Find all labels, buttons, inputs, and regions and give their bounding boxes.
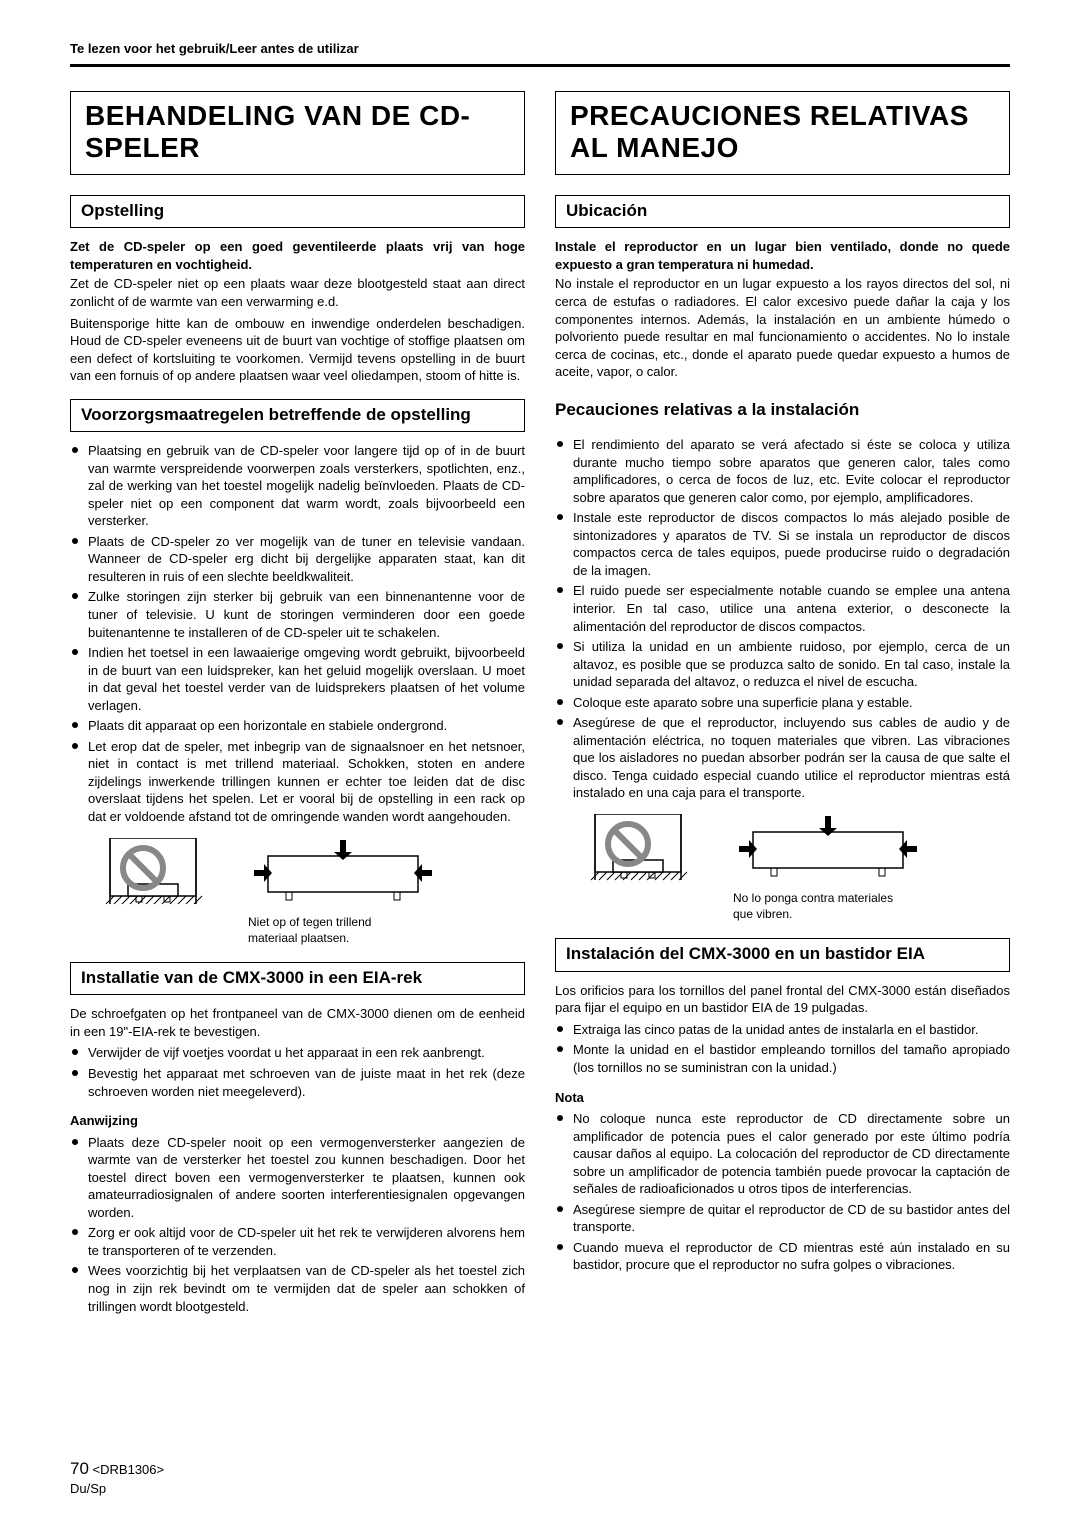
right-diagram-caption: No lo ponga contra materiales que vibren… xyxy=(733,890,903,922)
left-column: BEHANDELING VAN DE CD-SPELER Opstelling … xyxy=(70,91,525,1328)
list-item: Plaats dit apparaat op een horizontale e… xyxy=(70,717,525,735)
diagram-correct-icon: No lo ponga contra materiales que vibren… xyxy=(733,814,923,922)
right-s3-list2: No coloque nunca este reproductor de CD … xyxy=(555,1110,1010,1274)
list-item: Si utiliza la unidad en un ambiente ruid… xyxy=(555,638,1010,691)
left-s1-title: Opstelling xyxy=(81,201,514,221)
list-item: Verwijder de vijf voetjes voordat u het … xyxy=(70,1044,525,1062)
right-s1-box: Ubicación xyxy=(555,195,1010,228)
page-header: Te lezen voor het gebruik/Leer antes de … xyxy=(70,40,1010,67)
list-item: Plaatsing en gebruik van de CD-speler vo… xyxy=(70,442,525,530)
left-s2-title: Voorzorgsmaatregelen betreffende de opst… xyxy=(81,405,514,425)
right-column: PRECAUCIONES RELATIVAS AL MANEJO Ubicaci… xyxy=(555,91,1010,1328)
list-item: Asegúrese de que el reproductor, incluye… xyxy=(555,714,1010,802)
right-s1-title: Ubicación xyxy=(566,201,999,221)
right-s2-box: Pecauciones relativas a la instalación xyxy=(555,395,1010,426)
right-main-title: PRECAUCIONES RELATIVAS AL MANEJO xyxy=(570,100,995,164)
left-main-title: BEHANDELING VAN DE CD-SPELER xyxy=(85,100,510,164)
left-s3-title: Installatie van de CMX-3000 in een EIA-r… xyxy=(81,968,514,988)
left-s1-p1: Zet de CD-speler niet op een plaats waar… xyxy=(70,275,525,310)
right-s3-sub: Nota xyxy=(555,1089,1010,1107)
right-s3-p1: Los orificios para los tornillos del pan… xyxy=(555,982,1010,1017)
list-item: Plaats deze CD-speler nooit op een vermo… xyxy=(70,1134,525,1222)
list-item: Instale este reproductor de discos compa… xyxy=(555,509,1010,579)
list-item: Extraiga las cinco patas de la unidad an… xyxy=(555,1021,1010,1039)
left-diagram-row: Niet op of tegen trillend materiaal plaa… xyxy=(88,838,525,946)
left-title-box: BEHANDELING VAN DE CD-SPELER xyxy=(70,91,525,175)
left-s1-bold: Zet de CD-speler op een goed geventileer… xyxy=(70,238,525,273)
list-item: Bevestig het apparaat met schroeven van … xyxy=(70,1065,525,1100)
right-s3-list1: Extraiga las cinco patas de la unidad an… xyxy=(555,1021,1010,1077)
right-title-box: PRECAUCIONES RELATIVAS AL MANEJO xyxy=(555,91,1010,175)
right-diagram-row: No lo ponga contra materiales que vibren… xyxy=(573,814,1010,922)
list-item: Plaats de CD-speler zo ver mogelijk van … xyxy=(70,533,525,586)
two-column-layout: BEHANDELING VAN DE CD-SPELER Opstelling … xyxy=(70,91,1010,1328)
list-item: Cuando mueva el reproductor de CD mientr… xyxy=(555,1239,1010,1274)
right-s1-p1: No instale el reproductor en un lugar ex… xyxy=(555,275,1010,380)
list-item: El rendimiento del aparato se verá afect… xyxy=(555,436,1010,506)
diagram-prohibited-icon xyxy=(88,838,218,908)
list-item: Monte la unidad en el bastidor empleando… xyxy=(555,1041,1010,1076)
page-number: 70 xyxy=(70,1459,89,1478)
left-s3-list2: Plaats deze CD-speler nooit op een vermo… xyxy=(70,1134,525,1315)
lang-code: Du/Sp xyxy=(70,1481,106,1496)
left-s2-list: Plaatsing en gebruik van de CD-speler vo… xyxy=(70,442,525,825)
right-s3-box: Instalación del CMX-3000 en un bastidor … xyxy=(555,938,1010,971)
list-item: Let erop dat de speler, met inbegrip van… xyxy=(70,738,525,826)
list-item: Wees voorzichtig bij het verplaatsen van… xyxy=(70,1262,525,1315)
right-s3-title: Instalación del CMX-3000 en un bastidor … xyxy=(566,944,999,964)
diagram-correct-icon: Niet op of tegen trillend materiaal plaa… xyxy=(248,838,438,946)
right-s2-title: Pecauciones relativas a la instalación xyxy=(555,400,1010,420)
list-item: Indien het toetsel in een lawaaierige om… xyxy=(70,644,525,714)
left-s1-p2: Buitensporige hitte kan de ombouw en inw… xyxy=(70,315,525,385)
left-s3-box: Installatie van de CMX-3000 in een EIA-r… xyxy=(70,962,525,995)
left-s2-box: Voorzorgsmaatregelen betreffende de opst… xyxy=(70,399,525,432)
left-s3-sub: Aanwijzing xyxy=(70,1112,525,1130)
list-item: No coloque nunca este reproductor de CD … xyxy=(555,1110,1010,1198)
diagram-prohibited-icon xyxy=(573,814,703,884)
left-diagram-caption: Niet op of tegen trillend materiaal plaa… xyxy=(248,914,418,946)
doc-code: <DRB1306> xyxy=(93,1462,165,1477)
left-s1-box: Opstelling xyxy=(70,195,525,228)
left-s3-p1: De schroefgaten op het frontpaneel van d… xyxy=(70,1005,525,1040)
right-s2-list: El rendimiento del aparato se verá afect… xyxy=(555,436,1010,802)
list-item: El ruido puede ser especialmente notable… xyxy=(555,582,1010,635)
list-item: Zulke storingen zijn sterker bij gebruik… xyxy=(70,588,525,641)
list-item: Zorg er ook altijd voor de CD-speler uit… xyxy=(70,1224,525,1259)
right-s1-bold: Instale el reproductor en un lugar bien … xyxy=(555,238,1010,273)
left-s3-list1: Verwijder de vijf voetjes voordat u het … xyxy=(70,1044,525,1100)
page-footer: 70 <DRB1306> Du/Sp xyxy=(70,1458,164,1498)
list-item: Coloque este aparato sobre una superfici… xyxy=(555,694,1010,712)
list-item: Asegúrese siempre de quitar el reproduct… xyxy=(555,1201,1010,1236)
